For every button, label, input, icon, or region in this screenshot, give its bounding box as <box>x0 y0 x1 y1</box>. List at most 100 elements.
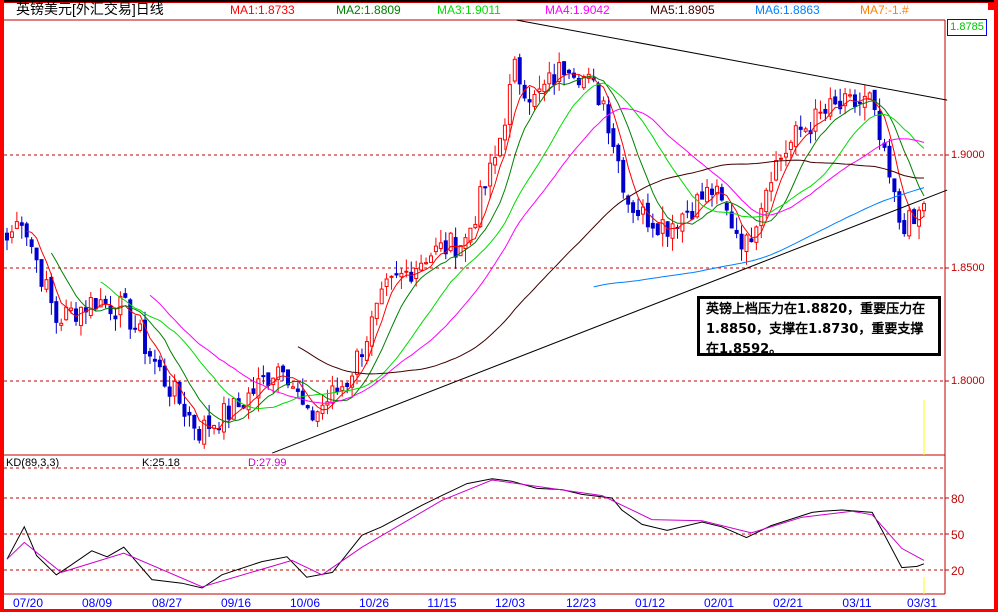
date-tick-label: 07/20 <box>12 596 44 610</box>
candle-down <box>162 365 167 387</box>
trendline-support <box>272 189 948 454</box>
date-tick-label: 03/31 <box>906 596 938 610</box>
candle-down <box>453 237 458 258</box>
candle-up <box>315 411 320 422</box>
candle-up <box>862 95 867 108</box>
candle-down <box>626 195 631 205</box>
candle-up <box>399 272 404 278</box>
candle-up <box>744 234 749 253</box>
window-frame-line <box>0 2 998 3</box>
candle-down <box>207 415 212 430</box>
candle-up <box>330 385 335 404</box>
candle-down <box>300 390 305 405</box>
candle-down <box>305 405 310 409</box>
ma6-line <box>593 187 925 288</box>
candle-down <box>177 381 182 404</box>
candle-up <box>670 223 675 239</box>
candle-up <box>463 237 468 250</box>
candle-down <box>54 301 59 323</box>
candle-down <box>19 222 24 226</box>
candle-up <box>783 152 788 158</box>
candle-up <box>389 275 394 278</box>
kd-tick-label: 20 <box>951 564 965 578</box>
candle-up <box>754 226 759 243</box>
candle-down <box>631 202 636 213</box>
candle-down <box>798 126 803 130</box>
candle-up <box>779 157 784 160</box>
candle-up <box>848 94 853 97</box>
candle-up <box>221 403 226 433</box>
date-tick-label: 08/09 <box>81 596 113 610</box>
candle-down <box>823 108 828 114</box>
ma1-line <box>26 72 925 430</box>
candle-down <box>621 159 626 193</box>
candle-up <box>867 92 872 100</box>
candle-up <box>803 128 808 132</box>
candle-down <box>902 220 907 235</box>
candle-up <box>384 278 389 287</box>
candle-down <box>266 372 271 387</box>
candle-up <box>231 398 236 420</box>
candle-up <box>828 98 833 117</box>
candle-up <box>502 124 507 141</box>
kd-tick-label: 50 <box>951 528 965 542</box>
candle-down <box>887 145 892 178</box>
candle-down <box>749 238 754 243</box>
candle-down <box>838 100 843 110</box>
candle-up <box>818 111 823 114</box>
candle-down <box>197 428 202 441</box>
candle-up <box>379 288 384 305</box>
price-tick-label: 1.9000 <box>951 149 985 161</box>
candle-up <box>547 72 552 85</box>
candle-down <box>192 415 197 429</box>
candle-up <box>542 83 547 93</box>
candle-up <box>64 306 69 321</box>
candle-up <box>340 386 345 391</box>
candle-down <box>897 191 902 223</box>
candle-up <box>532 93 537 107</box>
candle-down <box>685 210 690 213</box>
candle-up <box>78 306 83 327</box>
candle-up <box>507 84 512 125</box>
candle-down <box>709 188 714 195</box>
candle-up <box>433 245 438 253</box>
candle-up <box>369 316 374 347</box>
candle-down <box>123 293 128 298</box>
candle-down <box>562 61 567 76</box>
candle-up <box>428 255 433 263</box>
candle-down <box>182 403 187 417</box>
candle-up <box>493 157 498 166</box>
candle-up <box>202 419 207 445</box>
window-frame-left <box>0 0 4 612</box>
candle-up <box>59 322 64 326</box>
date-tick-label: 01/12 <box>634 596 666 610</box>
candle-down <box>133 327 138 330</box>
candle-down <box>187 411 192 416</box>
candle-down <box>571 72 576 78</box>
candle-down <box>700 191 705 200</box>
date-tick-label: 10/06 <box>289 596 321 610</box>
candle-down <box>49 277 54 304</box>
candle-down <box>729 211 734 229</box>
candle-down <box>650 222 655 229</box>
candle-down <box>616 144 621 162</box>
candle-up <box>705 186 710 203</box>
candle-up <box>44 279 49 290</box>
kd-k-line <box>6 478 925 589</box>
candle-down <box>103 298 108 304</box>
candle-down <box>596 83 601 106</box>
candle-down <box>877 110 882 140</box>
candle-down <box>345 382 350 387</box>
window-frame-bottom <box>0 609 998 612</box>
candle-down <box>394 273 399 276</box>
candle-down <box>34 247 39 261</box>
candle-down <box>157 359 162 368</box>
candle-up <box>537 88 542 92</box>
candle-up <box>69 307 74 311</box>
date-tick-label: 08/27 <box>151 596 183 610</box>
corner-marker[interactable] <box>988 3 995 10</box>
candle-up <box>468 227 473 243</box>
candle-up <box>769 182 774 192</box>
kd-d-line <box>6 479 925 588</box>
window-frame-right <box>994 0 998 612</box>
